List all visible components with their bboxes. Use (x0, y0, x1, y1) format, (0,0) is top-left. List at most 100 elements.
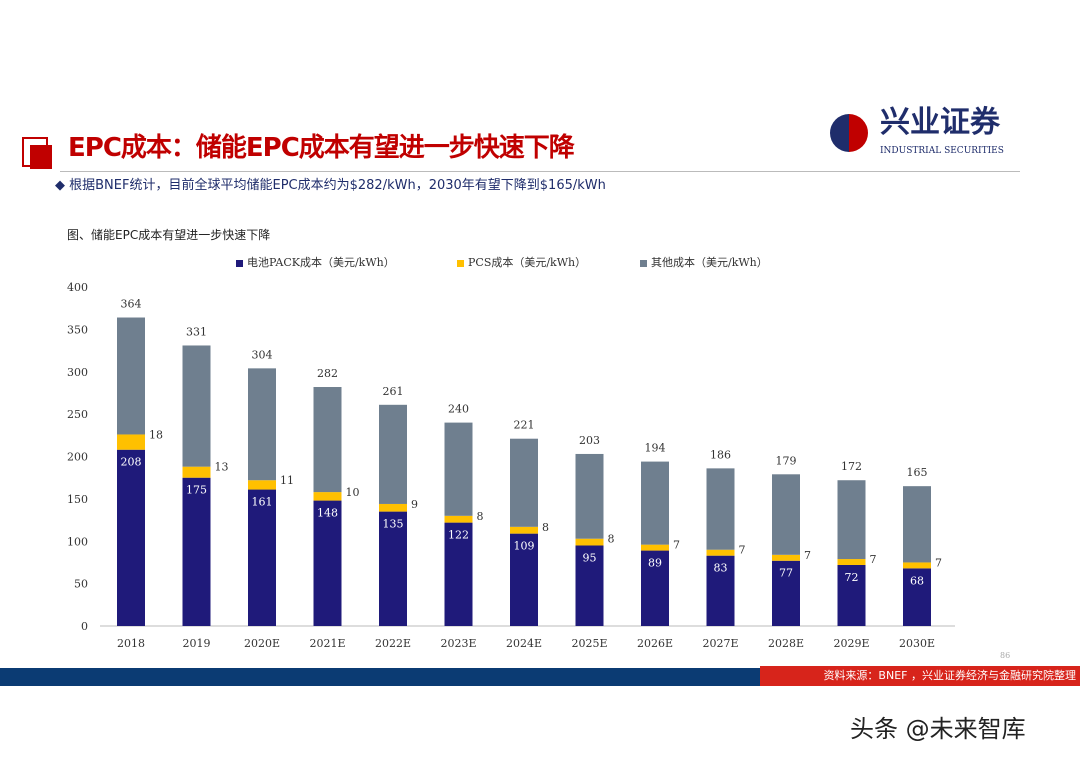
data-label-pcs: 7 (870, 553, 877, 566)
data-label-pack: 175 (186, 484, 207, 497)
x-tick-label: 2020E (244, 637, 280, 650)
bar-pack (182, 477, 211, 626)
data-label-total: 304 (252, 348, 273, 361)
bar-other (510, 438, 538, 527)
logo-icon (830, 114, 868, 152)
data-label-pcs: 10 (346, 486, 360, 499)
bar-other (706, 468, 735, 550)
data-label-total: 165 (907, 466, 928, 479)
x-tick-label: 2027E (702, 637, 738, 650)
bar-other (182, 345, 211, 467)
legend-swatch (640, 259, 647, 267)
data-label-pcs: 7 (673, 539, 680, 552)
data-label-total: 282 (317, 367, 338, 380)
bar-pack (641, 550, 669, 626)
data-label-pack: 72 (845, 571, 859, 584)
bullet-label: 根据BNEF统计，目前全球平均储能EPC成本约为$282/kWh，2030年有望… (69, 178, 606, 193)
bar-pcs (117, 434, 145, 450)
bar-pcs (182, 466, 211, 478)
data-label-pack: 77 (779, 567, 793, 580)
logo-text: 兴业证券 (880, 105, 1000, 140)
y-tick-label: 100 (67, 535, 88, 548)
bar-pcs (772, 554, 800, 561)
bar-pcs (837, 559, 866, 565)
page-title: EPC成本：储能EPC成本有望进一步快速下降 (68, 133, 575, 163)
bar-other (641, 461, 669, 545)
y-tick-label: 250 (67, 408, 88, 421)
logo-subtext: INDUSTRIAL SECURITIES (880, 146, 1004, 156)
data-label-pack: 89 (648, 557, 662, 570)
bar-pcs (903, 562, 931, 569)
y-tick-label: 400 (67, 281, 88, 294)
bar-pack (575, 545, 604, 626)
bar-pack (117, 449, 145, 626)
data-label-pack: 95 (583, 551, 597, 564)
legend-swatch (236, 259, 243, 267)
legend-pack: 电池PACK成本（美元/kWh） (236, 256, 395, 270)
source-note: 资料来源：BNEF ，兴业证券经济与金融研究院整理 (760, 666, 1080, 686)
bar-pack (248, 489, 276, 626)
bar-other (313, 387, 342, 493)
legend-label: 其他成本（美元/kWh） (651, 256, 768, 269)
bar-pcs (641, 544, 669, 551)
data-label-pack: 135 (383, 518, 404, 531)
x-tick-label: 2030E (899, 637, 935, 650)
data-label-pack: 83 (714, 562, 728, 575)
data-label-pcs: 7 (804, 549, 811, 562)
x-tick-label: 2026E (637, 637, 673, 650)
bar-pcs (575, 538, 604, 546)
data-label-pack: 122 (448, 529, 469, 542)
data-label-total: 364 (121, 298, 142, 311)
bar-pack (772, 560, 800, 626)
data-label-pack: 109 (514, 540, 535, 553)
bar-other (444, 422, 473, 516)
data-label-pcs: 7 (935, 556, 942, 569)
y-tick-label: 150 (67, 493, 88, 506)
x-tick-label: 2024E (506, 637, 542, 650)
diamond-icon: ◆ (55, 178, 70, 193)
bar-pack (706, 555, 735, 626)
data-label-total: 179 (776, 454, 797, 467)
x-tick-label: 2022E (375, 637, 411, 650)
y-tick-label: 350 (67, 323, 88, 336)
data-label-pcs: 18 (149, 428, 163, 441)
legend-label: 电池PACK成本（美元/kWh） (247, 256, 395, 269)
data-label-pcs: 8 (608, 533, 615, 546)
watermark: 头条 @未来智库 (850, 715, 1026, 743)
data-label-total: 261 (383, 385, 404, 398)
data-label-pack: 161 (252, 496, 273, 509)
x-tick-label: 2029E (833, 637, 869, 650)
bar-pcs (706, 549, 735, 556)
bar-pcs (248, 480, 276, 490)
data-label-pcs: 7 (739, 544, 746, 557)
stacked-bar-chart: 0 50 100 150 200 250 300 350 400 208 18 364 2018 175 1… (67, 281, 955, 650)
data-label-pcs: 13 (215, 461, 229, 474)
footer-bar (0, 668, 760, 686)
data-label-pcs: 8 (542, 521, 549, 534)
legend-label: PCS成本（美元/kWh） (468, 256, 587, 269)
legend-other: 其他成本（美元/kWh） (640, 256, 768, 270)
data-label-pcs: 8 (477, 510, 484, 523)
data-label-total: 221 (514, 419, 535, 432)
bar-other (772, 474, 800, 555)
page-number: 86 (1000, 651, 1011, 660)
divider (60, 171, 1020, 172)
data-label-total: 203 (579, 434, 600, 447)
bar-pcs (379, 503, 407, 512)
title-marker-fill (30, 145, 52, 169)
data-label-pcs: 9 (411, 498, 418, 511)
bar-pcs (510, 526, 538, 534)
y-tick-label: 0 (81, 620, 88, 633)
x-tick-label: 2019 (183, 637, 211, 650)
bar-pack (510, 533, 538, 626)
bar-pack (444, 522, 473, 626)
data-label-total: 240 (448, 403, 469, 416)
bar-pack (313, 500, 342, 626)
bar-pcs (313, 492, 342, 501)
bar-pack (903, 568, 931, 626)
data-label-total: 194 (645, 442, 666, 455)
x-tick-label: 2018 (117, 637, 145, 650)
bar-other (379, 404, 407, 504)
data-label-total: 172 (841, 460, 862, 473)
x-tick-label: 2025E (571, 637, 607, 650)
